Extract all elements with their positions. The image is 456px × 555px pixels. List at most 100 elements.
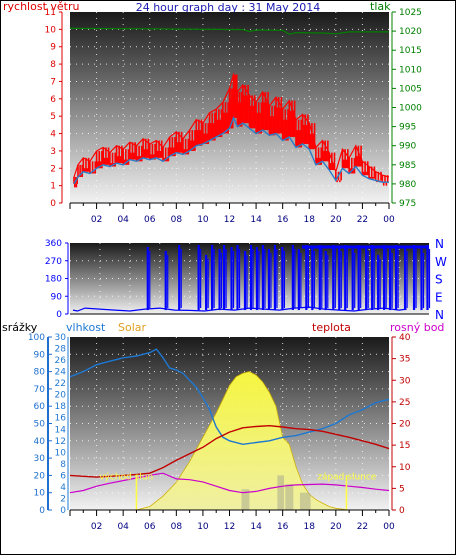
humidity-ytick-label: 24 xyxy=(55,368,67,378)
solar-dip xyxy=(299,492,311,510)
pressure-ytick-label: 1025 xyxy=(399,8,422,18)
temperature-ytick-label: 0 xyxy=(399,506,405,516)
climate-xtick-label: 02 xyxy=(91,522,102,532)
humidity-ytick-label: 30 xyxy=(55,333,67,343)
wind-xtick-label: 00 xyxy=(383,215,395,225)
wind-xtick-label: 16 xyxy=(277,215,289,225)
temperature-ytick-label: 15 xyxy=(399,441,410,451)
humidity-solar-temp-chart: 0102030405060708090100024681012141618202… xyxy=(28,333,411,532)
rain-ytick-label: 10 xyxy=(34,489,46,499)
humidity-ytick-label: 14 xyxy=(55,425,67,435)
temperature-ytick-label: 20 xyxy=(399,420,411,430)
solar-dip xyxy=(285,484,294,510)
climate-xtick-label: 20 xyxy=(330,522,342,532)
rain-ytick-label: 50 xyxy=(34,420,46,430)
wind-pressure-chart: 0123456789101197598098599099510001005101… xyxy=(45,8,423,225)
humidity-ytick-label: 4 xyxy=(60,483,66,493)
wind-ytick-label: 0 xyxy=(50,199,56,209)
pressure-line xyxy=(69,27,389,35)
pressure-ytick-label: 985 xyxy=(399,161,416,171)
pressure-ytick-label: 980 xyxy=(399,180,416,190)
wind-xtick-label: 12 xyxy=(224,215,235,225)
pressure-ytick-label: 1020 xyxy=(399,27,422,37)
direction-chart-background xyxy=(70,243,429,314)
wind-average-line xyxy=(73,116,389,185)
direction-compass-label: N xyxy=(435,237,444,251)
temperature-ytick-label: 30 xyxy=(399,376,411,386)
humidity-ytick-label: 22 xyxy=(55,379,66,389)
wind-ytick-label: 11 xyxy=(45,8,56,18)
climate-xtick-label: 16 xyxy=(277,522,289,532)
climate-xtick-label: 06 xyxy=(144,522,156,532)
humidity-ytick-label: 2 xyxy=(60,494,66,504)
direction-ytick-label: 0 xyxy=(56,310,62,320)
wind-xtick-label: 02 xyxy=(91,215,102,225)
wind-ytick-label: 3 xyxy=(50,147,56,157)
rain-ytick-label: 20 xyxy=(34,471,46,481)
wind-xtick-label: 18 xyxy=(304,215,316,225)
direction-ytick-label: 90 xyxy=(51,292,63,302)
wind-xtick-label: 10 xyxy=(197,215,209,225)
wind-xtick-label: 06 xyxy=(144,215,156,225)
wind-xtick-label: 08 xyxy=(171,215,183,225)
humidity-ytick-label: 28 xyxy=(55,345,67,355)
wind-ytick-label: 7 xyxy=(50,77,56,87)
temperature-line xyxy=(69,424,390,478)
climate-xtick-label: 10 xyxy=(197,522,209,532)
solar-area xyxy=(136,371,350,511)
rain-axis-label: srážky xyxy=(2,321,38,334)
temperature-ytick-label: 40 xyxy=(399,333,411,343)
sunset-label: západ slunce xyxy=(317,473,377,483)
direction-compass-label: N xyxy=(435,308,444,322)
pressure-ytick-label: 995 xyxy=(399,123,416,133)
climate-xtick-label: 14 xyxy=(250,522,262,532)
humidity-ytick-label: 12 xyxy=(55,437,66,447)
wind-ytick-label: 5 xyxy=(50,112,56,122)
chart-title: 24 hour graph day : 31 May 2014 xyxy=(135,1,321,14)
climate-xtick-label: 04 xyxy=(117,522,129,532)
dewpoint-axis-label: rosný bod xyxy=(390,321,445,334)
direction-compass-label: S xyxy=(435,273,443,287)
rain-ytick-label: 40 xyxy=(34,437,46,447)
humidity-ytick-label: 18 xyxy=(55,402,67,412)
temperature-axis-label: teplota xyxy=(312,321,351,334)
pressure-axis-label: tlak xyxy=(370,0,391,13)
climate-xtick-label: 22 xyxy=(357,522,368,532)
wind-xtick-label: 14 xyxy=(250,215,262,225)
pressure-ytick-label: 1005 xyxy=(399,84,422,94)
solar-dip xyxy=(241,489,250,510)
temperature-ytick-label: 10 xyxy=(399,463,411,473)
humidity-ytick-label: 16 xyxy=(55,414,67,424)
direction-ytick-label: 360 xyxy=(45,239,62,249)
humidity-ytick-label: 0 xyxy=(60,506,66,516)
humidity-line xyxy=(69,348,390,446)
humidity-ytick-label: 6 xyxy=(60,471,66,481)
pressure-ytick-label: 1015 xyxy=(399,46,422,56)
climate-xtick-label: 18 xyxy=(304,522,316,532)
temperature-ytick-label: 25 xyxy=(399,398,410,408)
temperature-ytick-label: 35 xyxy=(399,355,410,365)
rain-ytick-label: 60 xyxy=(34,402,46,412)
rain-ytick-label: 80 xyxy=(34,368,46,378)
sunrise-label: východ slun xyxy=(99,473,153,483)
rain-ytick-label: 100 xyxy=(28,333,45,343)
pressure-ytick-label: 990 xyxy=(399,142,416,152)
wind-ytick-label: 4 xyxy=(50,130,56,140)
direction-compass-label: E xyxy=(435,290,443,304)
temperature-ytick-label: 5 xyxy=(399,484,405,494)
direction-ytick-label: 180 xyxy=(45,275,62,285)
direction-ytick-label: 270 xyxy=(45,257,62,267)
rain-ytick-label: 30 xyxy=(34,454,46,464)
direction-compass-label: W xyxy=(435,255,447,269)
rain-ytick-label: 0 xyxy=(39,506,45,516)
wind-xtick-label: 04 xyxy=(117,215,129,225)
solar-dip xyxy=(277,475,284,510)
humidity-ytick-label: 20 xyxy=(55,391,67,401)
wind-ytick-label: 6 xyxy=(50,95,56,105)
climate-xtick-label: 00 xyxy=(383,522,395,532)
wind-ytick-label: 9 xyxy=(50,43,56,53)
pressure-ytick-label: 975 xyxy=(399,199,416,209)
humidity-ytick-label: 26 xyxy=(55,356,67,366)
